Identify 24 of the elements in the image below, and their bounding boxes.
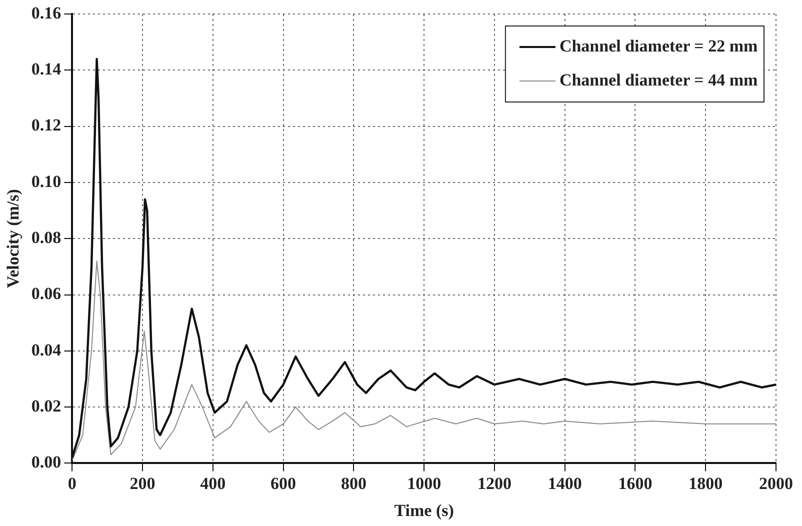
x-tick-label: 400 (200, 474, 226, 493)
legend-label: Channel diameter = 44 mm (559, 70, 758, 90)
y-tick-label: 0.06 (31, 284, 62, 304)
x-tick-label: 1000 (407, 474, 442, 493)
x-tick-label: 600 (270, 474, 296, 493)
x-tick-label: 1200 (477, 474, 512, 493)
y-tick-label: 0.16 (31, 3, 62, 22)
y-tick-label: 0.12 (31, 116, 62, 135)
y-tick-label: 0.10 (31, 172, 62, 191)
x-tick-label: 1400 (548, 474, 582, 493)
x-tick-label: 2000 (759, 474, 793, 493)
x-axis-title: Time (s) (394, 501, 454, 520)
y-tick-label: 0.08 (31, 228, 62, 247)
x-tick-label: 200 (130, 474, 156, 493)
x-tick-label: 0 (68, 474, 76, 493)
y-tick-label: 0.02 (31, 396, 62, 416)
y-tick-label: 0.04 (31, 340, 62, 360)
x-tick-label: 1800 (688, 474, 723, 493)
y-axis-title: Velocity (m/s) (4, 189, 23, 288)
x-tick-label: 800 (340, 474, 366, 493)
x-tick-label: 1600 (618, 474, 652, 493)
y-tick-label: 0.14 (31, 60, 62, 79)
legend-label: Channel diameter = 22 mm (559, 36, 758, 56)
y-tick-label: 0.00 (31, 452, 62, 472)
